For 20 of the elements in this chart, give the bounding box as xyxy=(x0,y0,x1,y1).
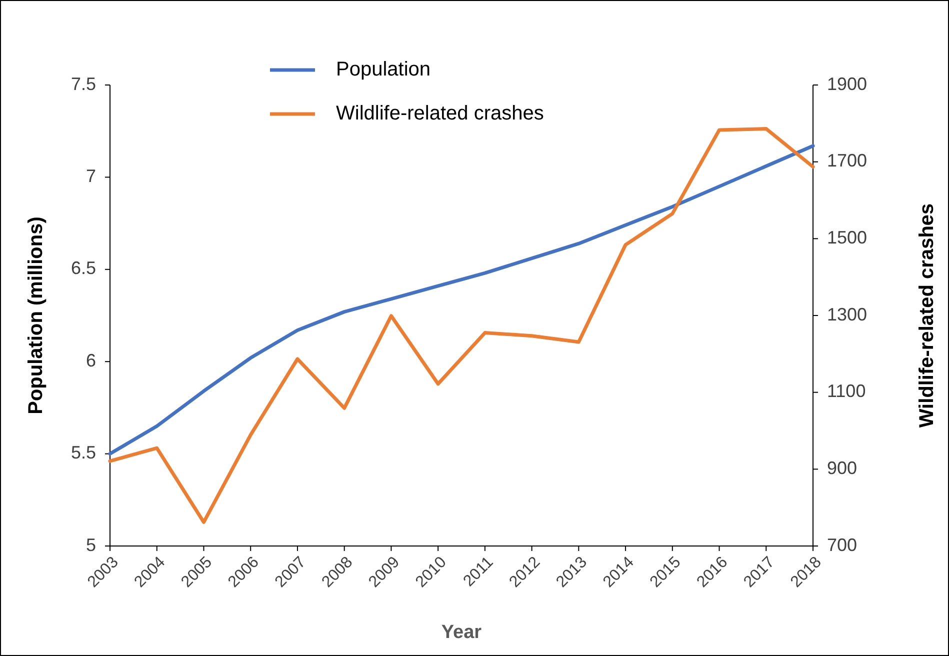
legend-label: Wildlife-related crashes xyxy=(336,102,544,124)
y-axis-title: Population (millions) xyxy=(25,216,47,414)
y2-tick-label: 1900 xyxy=(827,74,868,94)
y2-tick-label: 700 xyxy=(827,534,858,555)
y-tick-label: 6 xyxy=(86,350,96,370)
line-series xyxy=(108,127,815,524)
y2-axis-title: Wildlife-related crashes xyxy=(916,203,938,428)
y-tick-label: 7.5 xyxy=(70,74,96,94)
y-tick-label: 5.5 xyxy=(70,442,96,463)
y-tick-label: 6.5 xyxy=(70,258,96,278)
y-tick-label: 5 xyxy=(86,534,96,555)
y2-tick-label: 900 xyxy=(827,458,858,478)
y-tick-label: 7 xyxy=(86,166,96,186)
y2-tick-label: 1300 xyxy=(827,304,868,324)
legend-label: Population xyxy=(336,58,431,80)
y2-tick-label: 1700 xyxy=(827,150,868,171)
line-series xyxy=(108,144,815,456)
y2-tick-label: 1500 xyxy=(827,227,868,248)
y2-tick-label: 1100 xyxy=(827,381,866,402)
x-axis-title: Year xyxy=(441,622,482,643)
